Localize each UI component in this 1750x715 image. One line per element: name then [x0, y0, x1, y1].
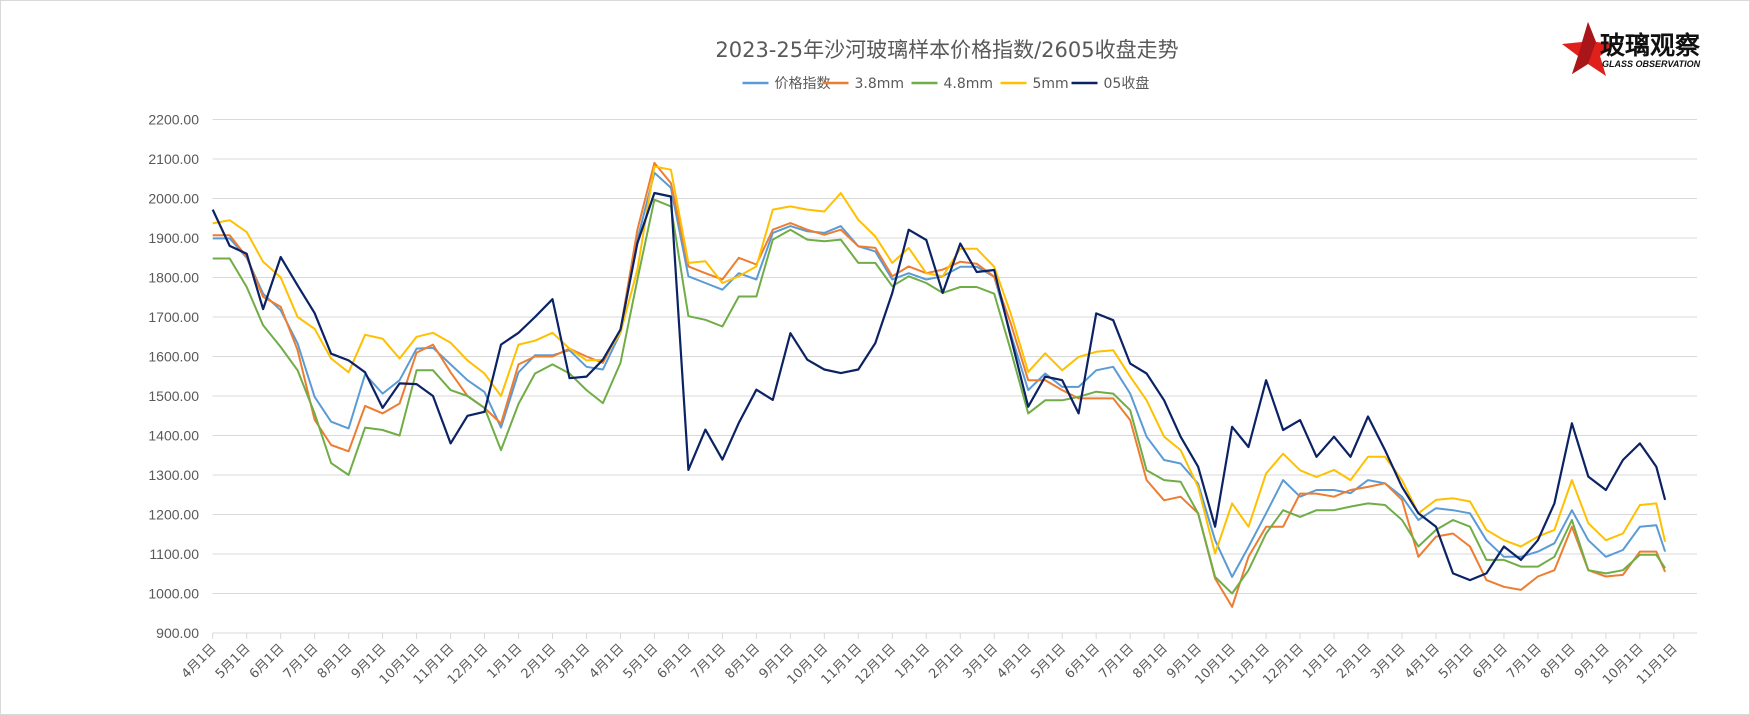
- y-tick-label: 1600.00: [148, 349, 199, 365]
- y-tick-label: 1100.00: [149, 546, 199, 562]
- legend-label: 4.8mm: [944, 76, 994, 92]
- y-axis: 900.00 1000.00 1100.00 1200.00 1300.00 1400.0…: [148, 112, 199, 642]
- series-line-4: [212, 165, 1667, 555]
- y-tick-label: 2000.00: [148, 191, 199, 207]
- chart-title: 2023-25年沙河玻璃样本价格指数/2605收盘走势: [715, 38, 1178, 62]
- legend-item: 5mm: [1000, 76, 1069, 92]
- logo-text: 玻璃观察: [1600, 31, 1701, 60]
- logo-star-shade: [1572, 22, 1596, 74]
- logo: 玻璃观察 GLASS OBSERVATION: [1562, 22, 1701, 76]
- y-tick-label: 1400.00: [148, 428, 199, 444]
- legend-item: 价格指数: [742, 76, 831, 92]
- y-tick-label: 1700.00: [148, 309, 199, 325]
- legend-label: 05收盘: [1104, 75, 1150, 92]
- legend-item: 4.8mm: [911, 76, 994, 92]
- y-tick-label: 1300.00: [148, 467, 199, 483]
- y-tick-label: 900.00: [156, 625, 199, 641]
- legend-label: 3.8mm: [855, 76, 905, 92]
- series-line-5: [211, 191, 1667, 582]
- y-tick-label: 1500.00: [148, 388, 199, 404]
- legend-item: 05收盘: [1071, 75, 1150, 92]
- logo-subtext: GLASS OBSERVATION: [1602, 59, 1701, 69]
- gridlines: [212, 119, 1697, 634]
- y-tick-label: 1900.00: [148, 230, 199, 246]
- legend: 价格指数 3.8mm 4.8mm 5mm 05收盘: [742, 75, 1150, 92]
- y-tick-label: 1000.00: [148, 586, 199, 602]
- legend-item: 3.8mm: [822, 76, 905, 92]
- series-line-2: [212, 161, 1667, 608]
- legend-label: 5mm: [1033, 76, 1069, 92]
- y-tick-label: 2100.00: [148, 151, 199, 167]
- series-lines: [211, 161, 1667, 608]
- legend-label: 价格指数: [775, 76, 831, 92]
- y-tick-label: 1800.00: [148, 270, 199, 286]
- y-tick-label: 1200.00: [148, 507, 199, 523]
- y-tick-label: 2200.00: [148, 112, 199, 128]
